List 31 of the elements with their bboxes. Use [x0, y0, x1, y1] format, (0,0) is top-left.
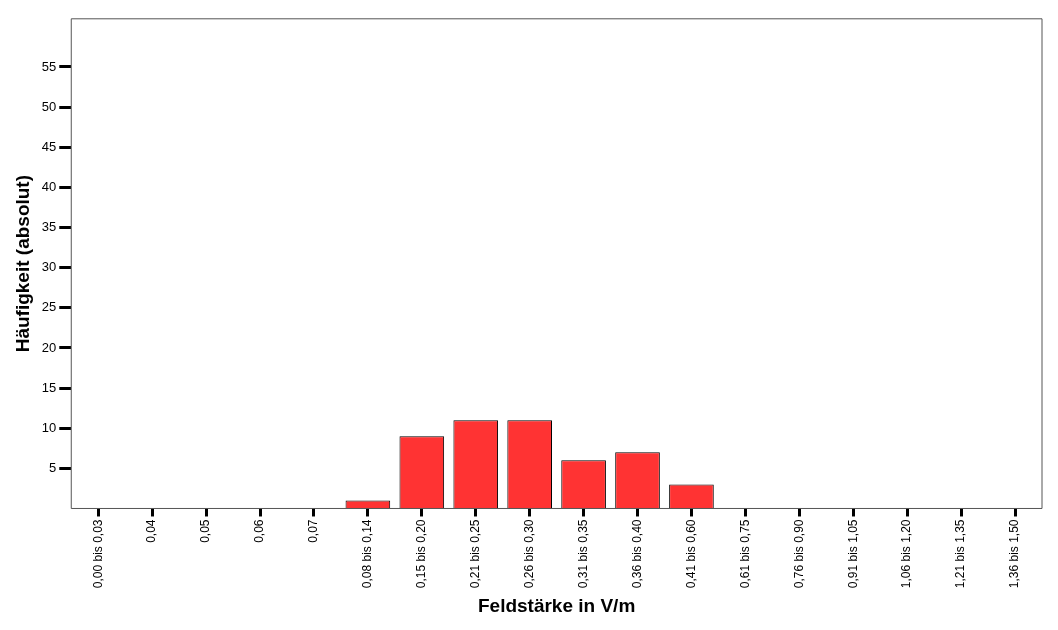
x-tick-label: 0,76 bis 0,90 — [791, 519, 806, 589]
x-tick-label: 0,06 — [252, 519, 267, 543]
x-tick-label: 0,05 — [198, 519, 213, 543]
x-axis-title: Feldstärke in V/m — [477, 594, 636, 616]
x-tick-label: 0,00 bis 0,03 — [90, 519, 105, 589]
x-tick-label: 0,61 bis 0,75 — [737, 519, 752, 589]
x-tick-label: 1,36 bis 1,50 — [1007, 519, 1022, 589]
x-tick-label: 0,36 bis 0,40 — [629, 519, 644, 589]
y-tick-label: 30 — [41, 259, 57, 275]
x-tick-label: 0,04 — [144, 519, 159, 543]
x-tick-label: 0,26 bis 0,30 — [521, 519, 536, 589]
x-tick-label: 0,21 bis 0,25 — [468, 519, 483, 589]
y-tick-label: 35 — [41, 219, 57, 235]
y-tick-label: 25 — [41, 299, 57, 315]
x-tick-label: 1,06 bis 1,20 — [899, 519, 914, 589]
y-tick-label: 50 — [41, 98, 57, 114]
y-tick-label: 40 — [41, 178, 57, 194]
x-tick-label: 1,21 bis 1,35 — [953, 519, 968, 589]
x-tick-label: 0,31 bis 0,35 — [575, 519, 590, 589]
x-tick-label: 0,08 bis 0,14 — [360, 519, 375, 589]
x-tick-label: 0,07 — [306, 519, 321, 543]
x-tick-label: 0,15 bis 0,20 — [414, 519, 429, 589]
y-tick-label: 55 — [41, 58, 57, 74]
y-tick-label: 45 — [41, 138, 57, 154]
y-tick-label: 5 — [49, 459, 57, 475]
x-tick-label: 0,91 bis 1,05 — [845, 519, 860, 589]
y-tick-label: 20 — [41, 339, 57, 355]
y-tick-label: 15 — [41, 379, 57, 395]
x-tick-label: 0,41 bis 0,60 — [683, 519, 698, 589]
y-tick-label: 10 — [41, 419, 57, 435]
y-axis-title: Häufigkeit (absolut) — [11, 174, 33, 353]
